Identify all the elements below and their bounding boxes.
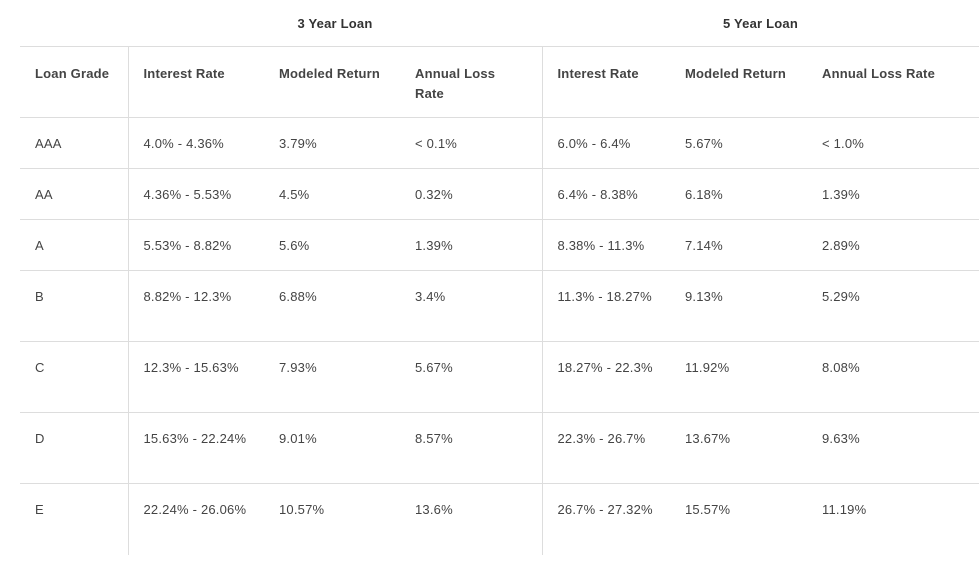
- cell-grade: AA: [20, 168, 128, 220]
- cell-5yr-modeled-return: 5.67%: [670, 117, 807, 169]
- cell-5yr-interest-rate: 22.3% - 26.7%: [541, 412, 670, 484]
- header-5yr-interest-rate: Interest Rate: [541, 46, 670, 118]
- cell-3yr-modeled-return: 6.88%: [264, 270, 400, 342]
- cell-3yr-annual-loss-rate: 13.6%: [415, 502, 453, 517]
- cell-3yr-modeled-return: 5.6%: [264, 219, 400, 271]
- cell-5yr-annual-loss-rate: 11.19%: [822, 502, 867, 517]
- cell-3yr-interest-rate: 15.63% - 22.24%: [127, 412, 264, 484]
- cell-3yr-modeled-return: 9.01%: [264, 412, 400, 484]
- cell-5yr-modeled-return: 11.92%: [670, 341, 807, 413]
- cell-3yr-annual-loss-rate: < 0.1%: [400, 117, 542, 169]
- cell-3yr-modeled-return: 7.93%: [264, 341, 400, 413]
- cell-3yr-annual-loss-rate: 5.67%: [400, 341, 542, 413]
- cell-grade: E: [35, 502, 44, 517]
- cell-3yr-annual-loss-rate: 0.32%: [400, 168, 542, 220]
- cell-5yr-modeled-return: 9.13%: [670, 270, 807, 342]
- cell-3yr-interest-rate: 4.36% - 5.53%: [127, 168, 264, 220]
- cell-3yr-interest-rate: 22.24% - 26.06%: [127, 483, 264, 555]
- cell-5yr-modeled-return: 6.18%: [670, 168, 807, 220]
- cell-3yr-annual-loss-rate: 3.4%: [400, 270, 542, 342]
- cell-5yr-modeled-return: 7.14%: [670, 219, 807, 271]
- cell-3yr-modeled-return: 3.79%: [264, 117, 400, 169]
- cell-5yr-interest-rate: 11.3% - 18.27%: [541, 270, 670, 342]
- table-row: A 5.53% - 8.82% 5.6% 1.39% 8.38% - 11.3%…: [20, 219, 979, 271]
- group-header-spacer: [20, 0, 128, 47]
- cell-3yr-interest-rate: 8.82% - 12.3%: [127, 270, 264, 342]
- cell-5yr-interest-rate: 6.4% - 8.38%: [541, 168, 670, 220]
- cell-3yr-annual-loss-rate: 8.57%: [400, 412, 542, 484]
- table-row: D 15.63% - 22.24% 9.01% 8.57% 22.3% - 26…: [20, 412, 979, 484]
- column-header-row: Loan Grade Interest Rate Modeled Return …: [20, 46, 979, 118]
- group-header-5-year: 5 Year Loan: [542, 0, 979, 47]
- cell-3yr-modeled-return: 10.57%: [279, 502, 325, 517]
- cell-3yr-modeled-return: 4.5%: [264, 168, 400, 220]
- cell-5yr-modeled-return: 13.67%: [670, 412, 807, 484]
- header-loan-grade: Loan Grade: [20, 46, 128, 118]
- table-row: AA 4.36% - 5.53% 4.5% 0.32% 6.4% - 8.38%…: [20, 168, 979, 220]
- cell-grade: B: [20, 270, 128, 342]
- cell-5yr-annual-loss-rate: 8.08%: [807, 341, 979, 413]
- group-header-row: 3 Year Loan 5 Year Loan: [20, 0, 979, 47]
- loan-returns-table: 3 Year Loan 5 Year Loan Loan Grade Inter…: [20, 0, 979, 555]
- cell-5yr-modeled-return: 15.57%: [685, 502, 731, 517]
- cell-grade: D: [20, 412, 128, 484]
- group-header-3-year: 3 Year Loan: [128, 0, 542, 47]
- cell-5yr-annual-loss-rate: < 1.0%: [807, 117, 979, 169]
- cell-5yr-interest-rate: 8.38% - 11.3%: [541, 219, 670, 271]
- table-row: C 12.3% - 15.63% 7.93% 5.67% 18.27% - 22…: [20, 341, 979, 413]
- header-3yr-modeled-return: Modeled Return: [264, 46, 400, 118]
- cell-3yr-interest-rate: 12.3% - 15.63%: [127, 341, 264, 413]
- cell-grade: C: [20, 341, 128, 413]
- cell-3yr-interest-rate: 4.0% - 4.36%: [127, 117, 264, 169]
- cell-5yr-interest-rate: 26.7% - 27.32%: [541, 483, 670, 555]
- header-5yr-annual-loss-rate: Annual Loss Rate: [807, 46, 979, 118]
- cell-5yr-annual-loss-rate: 1.39%: [807, 168, 979, 220]
- cell-grade: AAA: [20, 117, 128, 169]
- header-3yr-annual-loss-rate: Annual Loss Rate: [400, 46, 542, 118]
- table-row: AAA 4.0% - 4.36% 3.79% < 0.1% 6.0% - 6.4…: [20, 117, 979, 169]
- cell-3yr-annual-loss-rate: 1.39%: [400, 219, 542, 271]
- cell-5yr-annual-loss-rate: 2.89%: [807, 219, 979, 271]
- table-row: B 8.82% - 12.3% 6.88% 3.4% 11.3% - 18.27…: [20, 270, 979, 342]
- cell-3yr-interest-rate: 5.53% - 8.82%: [127, 219, 264, 271]
- cell-5yr-interest-rate: 18.27% - 22.3%: [541, 341, 670, 413]
- cell-5yr-annual-loss-rate: 5.29%: [807, 270, 979, 342]
- header-3yr-interest-rate: Interest Rate: [127, 46, 264, 118]
- table-row: E 22.24% - 26.06% 10.57% 13.6% 26.7% - 2…: [20, 483, 979, 555]
- header-5yr-modeled-return: Modeled Return: [670, 46, 807, 118]
- cell-5yr-interest-rate: 6.0% - 6.4%: [541, 117, 670, 169]
- cell-5yr-annual-loss-rate: 9.63%: [807, 412, 979, 484]
- cell-grade: A: [20, 219, 128, 271]
